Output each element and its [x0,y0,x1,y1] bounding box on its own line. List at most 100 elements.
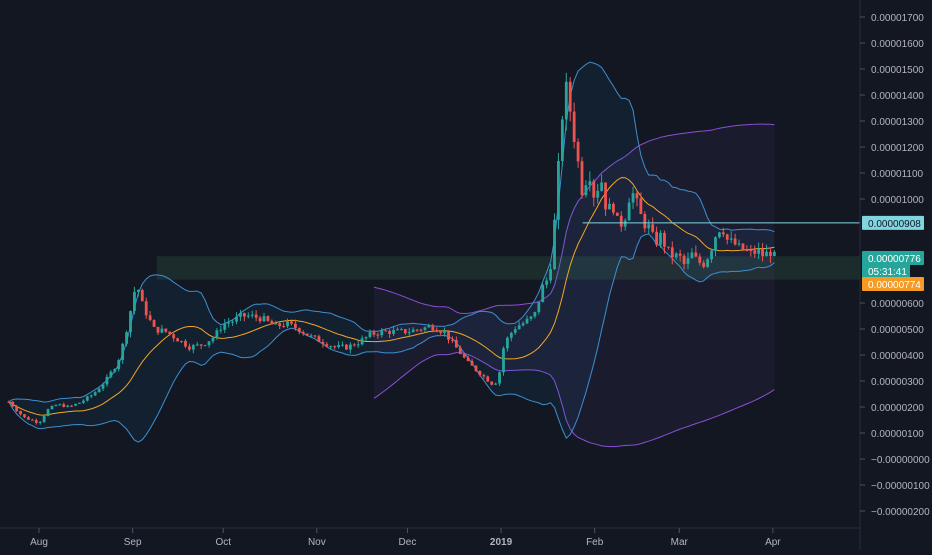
candle[interactable] [148,311,152,322]
candle[interactable] [619,211,623,232]
candle[interactable] [129,310,132,338]
candle[interactable] [172,332,176,342]
candle[interactable] [42,415,46,423]
candle[interactable] [38,421,42,425]
candle[interactable] [521,321,525,327]
candle[interactable] [293,319,297,331]
candle[interactable] [333,345,337,350]
candle[interactable] [494,382,498,385]
candle[interactable] [352,343,356,347]
candle[interactable] [345,343,348,351]
candle[interactable] [580,157,584,199]
candle[interactable] [721,227,725,237]
candle[interactable] [403,328,407,335]
candle[interactable] [156,326,160,336]
candle[interactable] [615,212,619,217]
candle[interactable] [458,345,462,355]
candle[interactable] [733,233,737,246]
candle[interactable] [513,326,517,335]
candle[interactable] [164,328,168,333]
candle[interactable] [749,244,753,257]
candle[interactable] [305,333,309,336]
candle[interactable] [317,334,321,343]
candle[interactable] [180,340,183,344]
candle[interactable] [706,258,710,268]
candle[interactable] [423,326,427,333]
candle[interactable] [627,197,631,221]
candle[interactable] [745,245,749,252]
candle[interactable] [235,312,238,325]
candle[interactable] [702,260,706,269]
candle[interactable] [714,236,717,257]
candle[interactable] [152,319,156,328]
candle[interactable] [207,341,211,348]
candle[interactable] [506,336,509,352]
candle[interactable] [144,297,148,319]
candle[interactable] [30,418,34,421]
candle[interactable] [101,382,105,392]
candle[interactable] [380,328,384,338]
candle[interactable] [136,289,140,297]
candle[interactable] [454,336,458,348]
candle[interactable] [34,418,38,425]
candle[interactable] [608,198,611,210]
candle[interactable] [447,331,450,344]
candle[interactable] [258,315,262,324]
candle[interactable] [698,253,702,266]
candle[interactable] [753,245,757,258]
candle[interactable] [572,102,576,149]
candle[interactable] [117,358,121,372]
candle[interactable] [15,404,19,413]
candle[interactable] [639,192,643,215]
candle[interactable] [674,252,678,260]
candle[interactable] [74,403,77,407]
candle[interactable] [596,183,600,204]
candle[interactable] [462,352,466,359]
candle[interactable] [694,245,698,258]
candle[interactable] [297,327,301,335]
candle[interactable] [290,320,293,326]
candle[interactable] [482,373,486,380]
candle[interactable] [663,230,666,254]
candle[interactable] [741,243,745,251]
candle[interactable] [678,249,682,262]
candle[interactable] [27,415,30,420]
candle[interactable] [195,341,199,347]
candle[interactable] [486,375,490,382]
candle[interactable] [360,335,364,346]
candle[interactable] [246,312,250,319]
candle[interactable] [329,345,333,350]
candle[interactable] [337,341,340,349]
candle[interactable] [227,317,231,328]
candle[interactable] [54,404,58,407]
candle[interactable] [710,248,713,263]
candle[interactable] [557,152,560,230]
candle[interactable] [325,342,329,348]
candle[interactable] [635,190,639,207]
candle[interactable] [321,338,325,348]
candle[interactable] [643,211,647,233]
candle[interactable] [348,342,352,354]
candle[interactable] [772,250,776,257]
candle[interactable] [600,174,604,192]
candle[interactable] [121,342,125,364]
candle[interactable] [242,312,246,322]
candle[interactable] [588,171,592,192]
candle[interactable] [278,322,282,330]
candle[interactable] [219,325,223,334]
candle[interactable] [545,277,549,289]
candle[interactable] [659,230,662,248]
candle[interactable] [502,346,505,376]
candle[interactable] [737,239,741,247]
candle[interactable] [564,72,568,131]
candle[interactable] [670,241,674,265]
candle[interactable] [113,368,117,373]
candle[interactable] [474,365,478,372]
candle[interactable] [239,309,242,321]
candles[interactable] [7,72,776,425]
candle[interactable] [78,402,81,404]
candle[interactable] [651,217,655,234]
candle[interactable] [509,331,513,342]
